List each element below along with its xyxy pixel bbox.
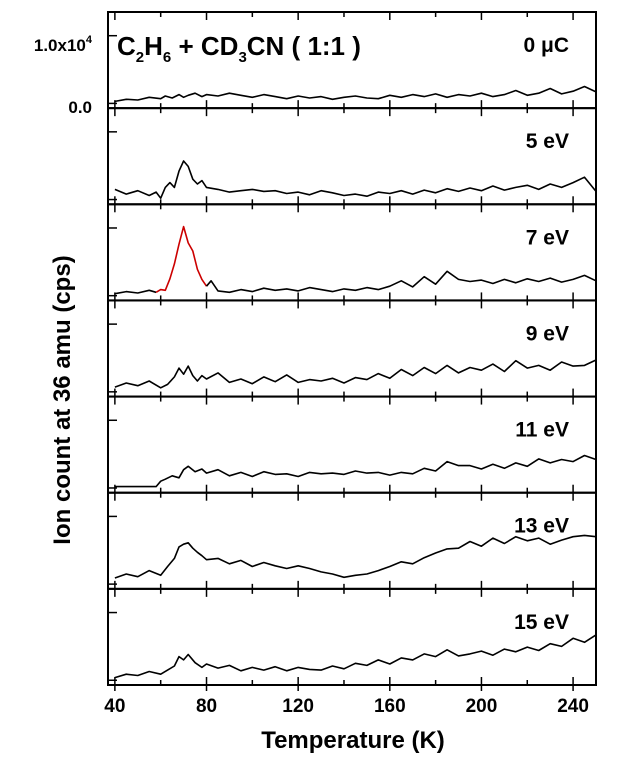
panel-label-3: 9 eV: [526, 322, 569, 345]
title-sub-b: 6: [163, 49, 171, 66]
panel-label-5: 13 eV: [514, 515, 569, 538]
panel-4: 11 eV: [107, 395, 597, 494]
x-tick-label-120: 120: [282, 696, 314, 717]
panel-frame-3: [107, 299, 597, 398]
panel-label-2: 7 eV: [526, 226, 569, 249]
x-tick-label-40: 40: [104, 696, 125, 717]
panel-frame-5: [107, 491, 597, 590]
panel-6: 15 eV: [107, 587, 597, 686]
series-line-4-0: [114, 454, 597, 488]
x-tick-label-160: 160: [374, 696, 406, 717]
title-sub-c: 3: [238, 49, 246, 66]
panel-5: 13 eV: [107, 491, 597, 590]
series-line-1-0: [114, 160, 597, 199]
panel-label-1: 5 eV: [526, 130, 569, 153]
panel-3: 9 eV: [107, 299, 597, 398]
series-line-2-2: [205, 270, 597, 294]
x-tick-label-80: 80: [196, 696, 217, 717]
panels-layer: 0 μC 5 eV 7 eV 9 eV 11 eV 13 eV 15 eV: [107, 11, 597, 686]
series-line-5-0: [114, 534, 597, 579]
panel-frame-2: [107, 203, 597, 302]
title-part-a: C: [117, 31, 136, 61]
title-part-d: CN ( 1:1 ): [247, 31, 361, 61]
title-part-c: + CD: [171, 31, 238, 61]
series-line-6-0: [114, 634, 597, 679]
y-tick-label-upper: 1.0x104: [34, 34, 93, 55]
y-tick-upper-exp: 4: [86, 34, 93, 46]
chart-title: C2H6 + CD3CN ( 1:1 ): [117, 31, 361, 66]
panel-label-0: 0 μC: [523, 34, 569, 57]
panel-frame-6: [107, 587, 597, 686]
title-sub-a: 2: [136, 49, 144, 66]
x-tick-label-240: 240: [557, 696, 589, 717]
panel-frame-1: [107, 107, 597, 206]
y-axis-label: Ion count at 36 amu (cps): [49, 255, 76, 544]
title-part-b: H: [144, 31, 163, 61]
y-tick-upper-base: 1.0x10: [34, 36, 86, 55]
x-axis-label: Temperature (K): [261, 727, 445, 754]
series-line-0-0: [114, 85, 597, 103]
series-line-2-0: [114, 289, 157, 295]
x-tick-label-200: 200: [466, 696, 498, 717]
y-tick-label-lower: 0.0: [68, 98, 92, 117]
series-line-3-0: [114, 359, 597, 389]
panel-1: 5 eV: [107, 107, 597, 206]
ticks-layer: 40 80 120 160 200 240: [104, 685, 589, 717]
series-line-2-1: [155, 225, 208, 293]
panel-label-6: 15 eV: [514, 611, 569, 634]
panel-frame-4: [107, 395, 597, 494]
panel-label-4: 11 eV: [515, 419, 569, 442]
panel-2: 7 eV: [107, 203, 597, 302]
